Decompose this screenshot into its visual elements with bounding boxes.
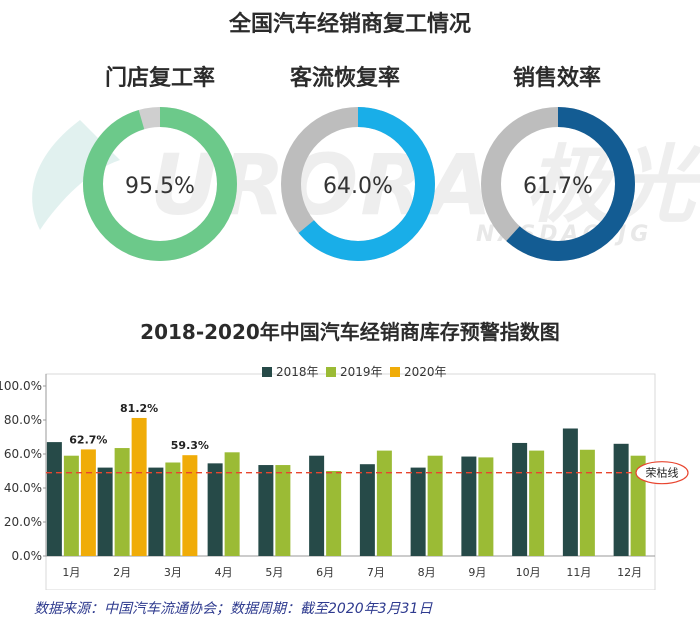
bar-2019年-5月 [275, 465, 291, 556]
bar-2020年-3月 [182, 455, 198, 556]
bar-2019年-6月 [326, 471, 342, 556]
bar-2020年-2月 [131, 417, 147, 556]
donut-traffic: 64.0% [281, 107, 435, 261]
donut-store: 95.5% [83, 107, 237, 261]
x-tick-label: 3月 [164, 566, 182, 579]
reference-label: 荣枯线 [646, 466, 679, 480]
x-tick-label: 12月 [617, 566, 642, 579]
bar-2019年-7月 [376, 450, 392, 556]
data-label: 59.3% [171, 439, 209, 452]
y-tick-label: 80.0% [4, 413, 42, 427]
bar-2019年-3月 [165, 462, 181, 556]
x-tick-label: 6月 [316, 566, 334, 579]
legend-swatch [326, 367, 336, 377]
y-tick-label: 0.0% [12, 549, 43, 563]
inventory-warning-bar-chart: 0.0% 20.0% 40.0% 60.0% 80.0% 100.0% 62.7% 1月 81.… [0, 365, 689, 590]
bar-2019年-4月 [224, 452, 240, 556]
data-source-note: 数据来源：中国汽车流通协会；数据周期：截至2020年3月31日 [34, 601, 433, 617]
donut-arc [83, 107, 237, 261]
donut-sales: 61.7% [481, 107, 635, 261]
donut-value: 61.7% [523, 174, 593, 199]
x-tick-label: 4月 [215, 566, 233, 579]
x-tick-label: 9月 [468, 566, 486, 579]
donut-arc [281, 107, 435, 261]
donut-label-store: 门店复工率 [104, 66, 215, 91]
x-tick-label: 7月 [367, 566, 385, 579]
y-tick-label: 100.0% [0, 379, 42, 393]
x-tick-label: 2月 [113, 566, 131, 579]
x-tick-label: 8月 [418, 566, 436, 579]
bar-2019年-8月 [427, 455, 443, 556]
bar-2019年-9月 [478, 457, 494, 556]
donut-label-sales: 销售效率 [512, 66, 601, 91]
legend-label: 2018年 [276, 365, 319, 379]
legend-swatch [262, 367, 272, 377]
bar-2018年-6月 [309, 455, 325, 556]
y-tick-label: 40.0% [4, 481, 42, 495]
x-tick-label: 5月 [265, 566, 283, 579]
x-tick-label: 11月 [566, 566, 591, 579]
y-tick-label: 60.0% [4, 447, 42, 461]
y-tick-label: 20.0% [4, 515, 42, 529]
bar-2018年-9月 [461, 456, 477, 556]
bar-2018年-8月 [410, 467, 426, 556]
bar-2019年-10月 [529, 450, 545, 556]
data-label: 62.7% [69, 433, 107, 446]
bar-2020年-1月 [80, 449, 96, 556]
donut-label-traffic: 客流恢复率 [289, 66, 400, 91]
bar-2018年-11月 [562, 428, 578, 556]
bar-2019年-1月 [63, 455, 79, 556]
donut-value: 64.0% [323, 174, 393, 199]
donut-arc [481, 107, 635, 261]
bar-2018年-12月 [613, 443, 629, 556]
donut-value: 95.5% [125, 174, 195, 199]
bar-2019年-12月 [630, 455, 646, 556]
bar-2018年-3月 [148, 467, 164, 556]
data-label: 81.2% [120, 402, 158, 415]
x-tick-label: 10月 [516, 566, 541, 579]
bar-2018年-5月 [258, 465, 274, 556]
legend-label: 2020年 [404, 365, 447, 379]
bar-2019年-2月 [114, 448, 130, 556]
bar-2018年-10月 [512, 442, 528, 556]
reference-label-badge [635, 461, 689, 485]
legend-label: 2019年 [340, 365, 383, 379]
bar-2018年-4月 [207, 463, 223, 556]
page-title: 全国汽车经销商复工情况 [228, 12, 471, 37]
bar-2018年-1月 [46, 442, 62, 556]
bar-2018年-7月 [359, 464, 375, 556]
chart-title: 2018-2020年中国汽车经销商库存预警指数图 [140, 320, 560, 344]
legend-swatch [390, 367, 400, 377]
bar-2019年-11月 [579, 449, 595, 556]
bar-2018年-2月 [97, 467, 113, 556]
x-tick-label: 1月 [62, 566, 80, 579]
